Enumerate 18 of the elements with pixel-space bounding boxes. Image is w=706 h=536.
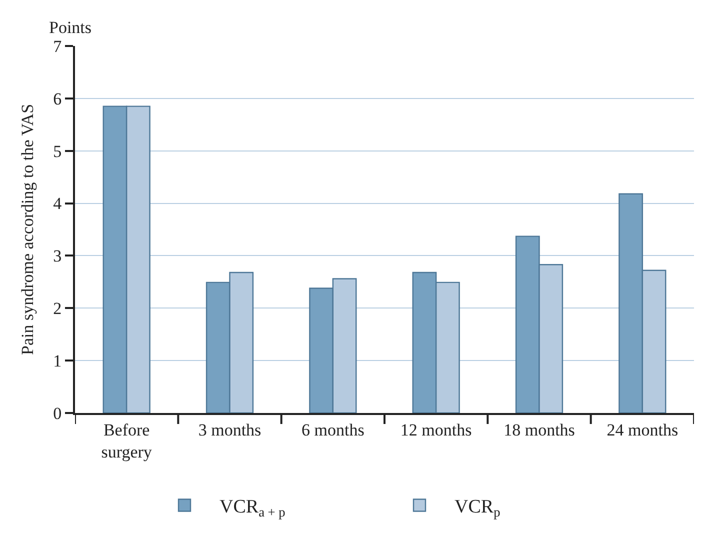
x-tick-label: 6 months [302,420,364,440]
x-tick-label: Before surgery [101,420,152,462]
y-tick-label: 4 [53,194,62,214]
legend-label: VCR$_{p}$ [454,496,501,520]
x-tick-label: 24 months [606,420,678,440]
text: Points [49,18,92,37]
legend-label: VCR$_{a + p}$ [220,496,286,520]
x-tick-label: 18 months [504,420,575,440]
y-tick-label: 0 [53,404,62,423]
y-tick-label: 2 [53,299,62,318]
x-tick-label: 3 months [198,420,262,440]
y-tick-label: 1 [53,352,62,371]
y-tick-label: 7 [53,36,62,56]
y-tick-label: 6 [53,89,62,108]
y-axis-title: Pain syndrome according to the VAS [18,104,38,356]
y-tick-label: 3 [53,246,62,266]
x-tick-label: 12 months [400,420,472,440]
y-tick-label: 5 [53,142,62,161]
